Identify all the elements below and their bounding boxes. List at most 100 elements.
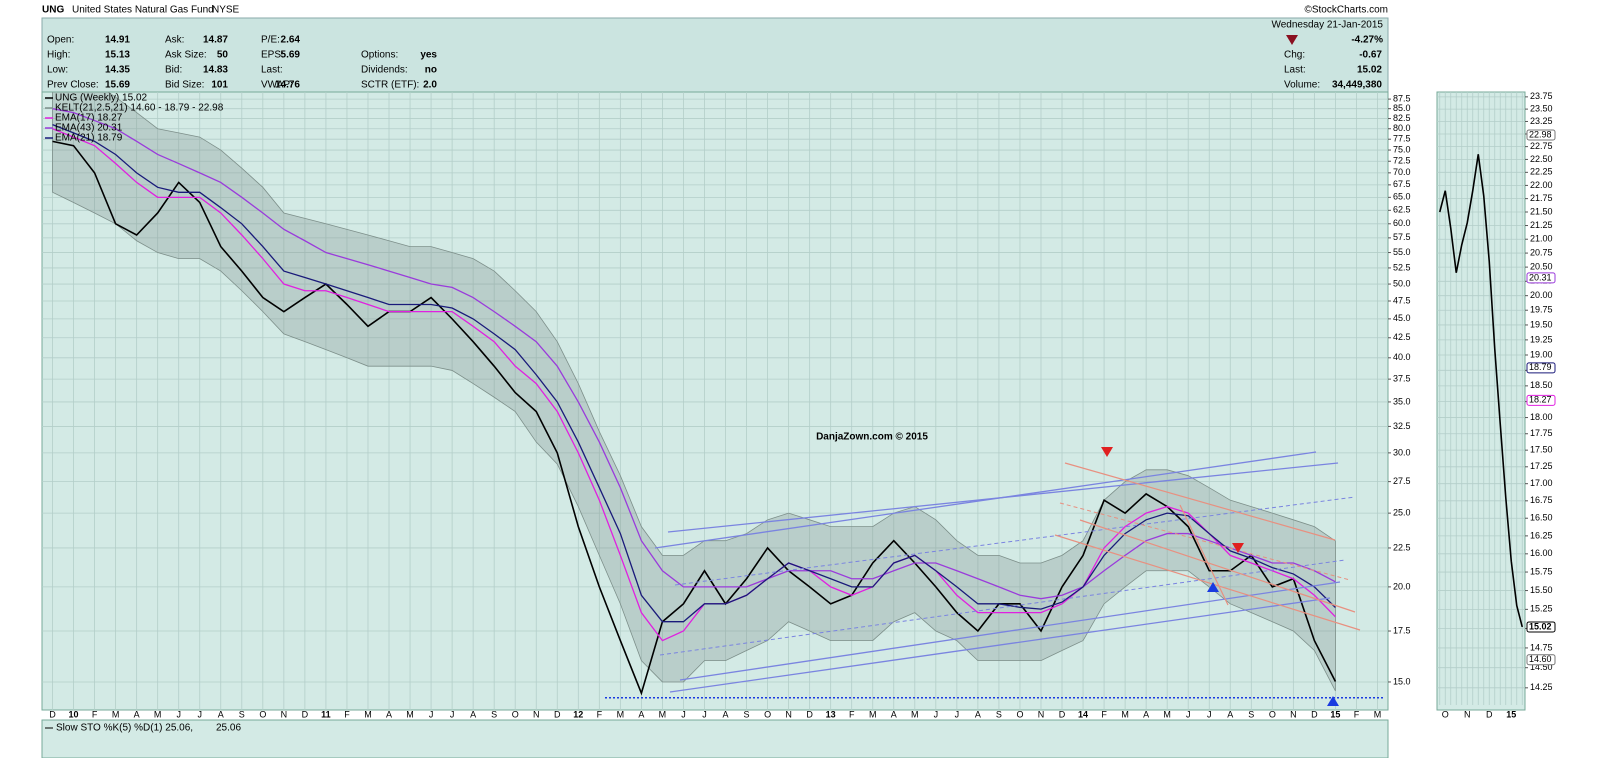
field-label: Open: xyxy=(47,35,74,46)
x-tick-label: D xyxy=(1311,709,1318,719)
x-tick-label: S xyxy=(491,709,497,719)
trend-line xyxy=(1054,534,1361,631)
y-tick-label: 14.75 xyxy=(1530,642,1553,652)
x-tick-label: D xyxy=(302,709,309,719)
up-arrow xyxy=(1207,582,1219,592)
price-tag-label: 22.98 xyxy=(1529,129,1552,139)
price-tag-label: 18.27 xyxy=(1529,395,1552,405)
x-tick-label: F xyxy=(1101,709,1107,719)
y-tick-label: 21.50 xyxy=(1530,206,1553,216)
y-tick-label: 57.5 xyxy=(1393,232,1411,242)
up-arrow xyxy=(1327,696,1339,706)
x-tick-label: A xyxy=(134,709,140,719)
x-tick-label: M xyxy=(659,709,667,719)
y-tick-label: 27.5 xyxy=(1393,476,1411,486)
y-tick-label: 17.50 xyxy=(1530,445,1553,455)
y-tick-label: 19.75 xyxy=(1530,305,1553,315)
x-tick-label: S xyxy=(239,709,245,719)
legend-entry: EMA(17) 18.27 xyxy=(55,113,123,124)
field-label: Dividends: xyxy=(361,65,408,76)
field-value: -0.67 xyxy=(1359,50,1382,61)
field-label: Options: xyxy=(361,50,398,61)
exchange: NYSE xyxy=(212,5,240,16)
y-tick-label: 17.5 xyxy=(1393,625,1411,635)
y-tick-label: 35.0 xyxy=(1393,396,1411,406)
trend-line xyxy=(1059,502,1351,581)
y-tick-label: 22.00 xyxy=(1530,180,1553,190)
price-tag xyxy=(1526,362,1556,374)
y-tick-label: 72.5 xyxy=(1393,156,1411,166)
field-value: 14.76 xyxy=(275,80,300,91)
y-tick-label: 16.50 xyxy=(1530,513,1553,523)
field-value: 50 xyxy=(217,50,229,61)
field-value: 2.0 xyxy=(423,80,437,91)
trend-line xyxy=(1064,462,1336,541)
x-tick-label: N xyxy=(1464,709,1471,719)
x-tick-label: D xyxy=(806,709,813,719)
down-triangle xyxy=(1286,35,1298,45)
lower-panel xyxy=(41,719,1389,758)
x-tick-label: 14 xyxy=(1078,709,1088,719)
field-value: 15.13 xyxy=(105,50,130,61)
y-tick-label: 16.25 xyxy=(1530,530,1553,540)
trend-line xyxy=(667,462,1339,533)
y-tick-label: 75.0 xyxy=(1393,144,1411,154)
field-value: 15.02 xyxy=(1357,65,1382,76)
x-tick-label: A xyxy=(386,709,392,719)
y-tick-label: 21.75 xyxy=(1530,193,1553,203)
y-tick-label: 20.75 xyxy=(1530,247,1553,257)
x-tick-label: N xyxy=(533,709,540,719)
price-tag-label: 18.79 xyxy=(1529,362,1552,372)
trend-line xyxy=(1179,504,1229,606)
x-tick-label: A xyxy=(470,709,476,719)
x-tick-label: S xyxy=(744,709,750,719)
x-tick-label: S xyxy=(996,709,1002,719)
x-tick-label: J xyxy=(702,709,707,719)
price-tag xyxy=(1526,272,1556,284)
down-arrow xyxy=(1232,543,1244,553)
field-label: Prev Close: xyxy=(47,80,99,91)
field-value: 14.91 xyxy=(105,35,130,46)
y-tick-label: 82.5 xyxy=(1393,113,1411,123)
y-tick-label: 47.5 xyxy=(1393,295,1411,305)
keltner-band xyxy=(52,92,1336,692)
trend-line xyxy=(669,597,1331,693)
trend-line xyxy=(659,559,1346,656)
x-tick-label: J xyxy=(429,709,434,719)
field-label: Ask Size: xyxy=(165,50,207,61)
y-tick-label: 17.25 xyxy=(1530,461,1553,471)
y-tick-label: 32.5 xyxy=(1393,421,1411,431)
x-tick-label: J xyxy=(176,709,181,719)
y-tick-label: 67.5 xyxy=(1393,179,1411,189)
x-tick-label: D xyxy=(49,709,56,719)
price-tag-label: 15.02 xyxy=(1529,621,1552,631)
y-tick-label: 40.0 xyxy=(1393,352,1411,362)
x-tick-label: S xyxy=(1248,709,1254,719)
field-label: P/E: xyxy=(261,35,280,46)
y-tick-label: 65.0 xyxy=(1393,192,1411,202)
plot-area xyxy=(41,91,1389,711)
field-value: 14.35 xyxy=(105,65,130,76)
legend-entry: KELT(21,2.5,21) 14.60 - 18.79 - 22.98 xyxy=(55,103,224,114)
x-tick-label: A xyxy=(1143,709,1149,719)
y-tick-label: 15.0 xyxy=(1393,676,1411,686)
trend-lines xyxy=(654,447,1361,706)
y-tick-label: 60.0 xyxy=(1393,218,1411,228)
x-tick-label: A xyxy=(218,709,224,719)
y-tick-label: 62.5 xyxy=(1393,205,1411,215)
y-tick-label: 17.75 xyxy=(1530,428,1553,438)
price-tag-label: 20.31 xyxy=(1529,272,1552,282)
x-tick-label: F xyxy=(849,709,855,719)
field-value: 14.87 xyxy=(203,35,228,46)
trend-line xyxy=(654,451,1317,549)
y-tick-label: 30.0 xyxy=(1393,447,1411,457)
x-tick-label: M xyxy=(154,709,162,719)
price-tag xyxy=(1526,654,1556,666)
trend-line xyxy=(1079,519,1356,613)
x-tick-label: O xyxy=(1442,709,1449,719)
y-tick-label: 50.0 xyxy=(1393,278,1411,288)
field-value: 14.83 xyxy=(203,65,228,76)
y-tick-label: 20.00 xyxy=(1530,290,1553,300)
y-tick-label: 20.50 xyxy=(1530,261,1553,271)
y-tick-label: 22.75 xyxy=(1530,141,1553,151)
